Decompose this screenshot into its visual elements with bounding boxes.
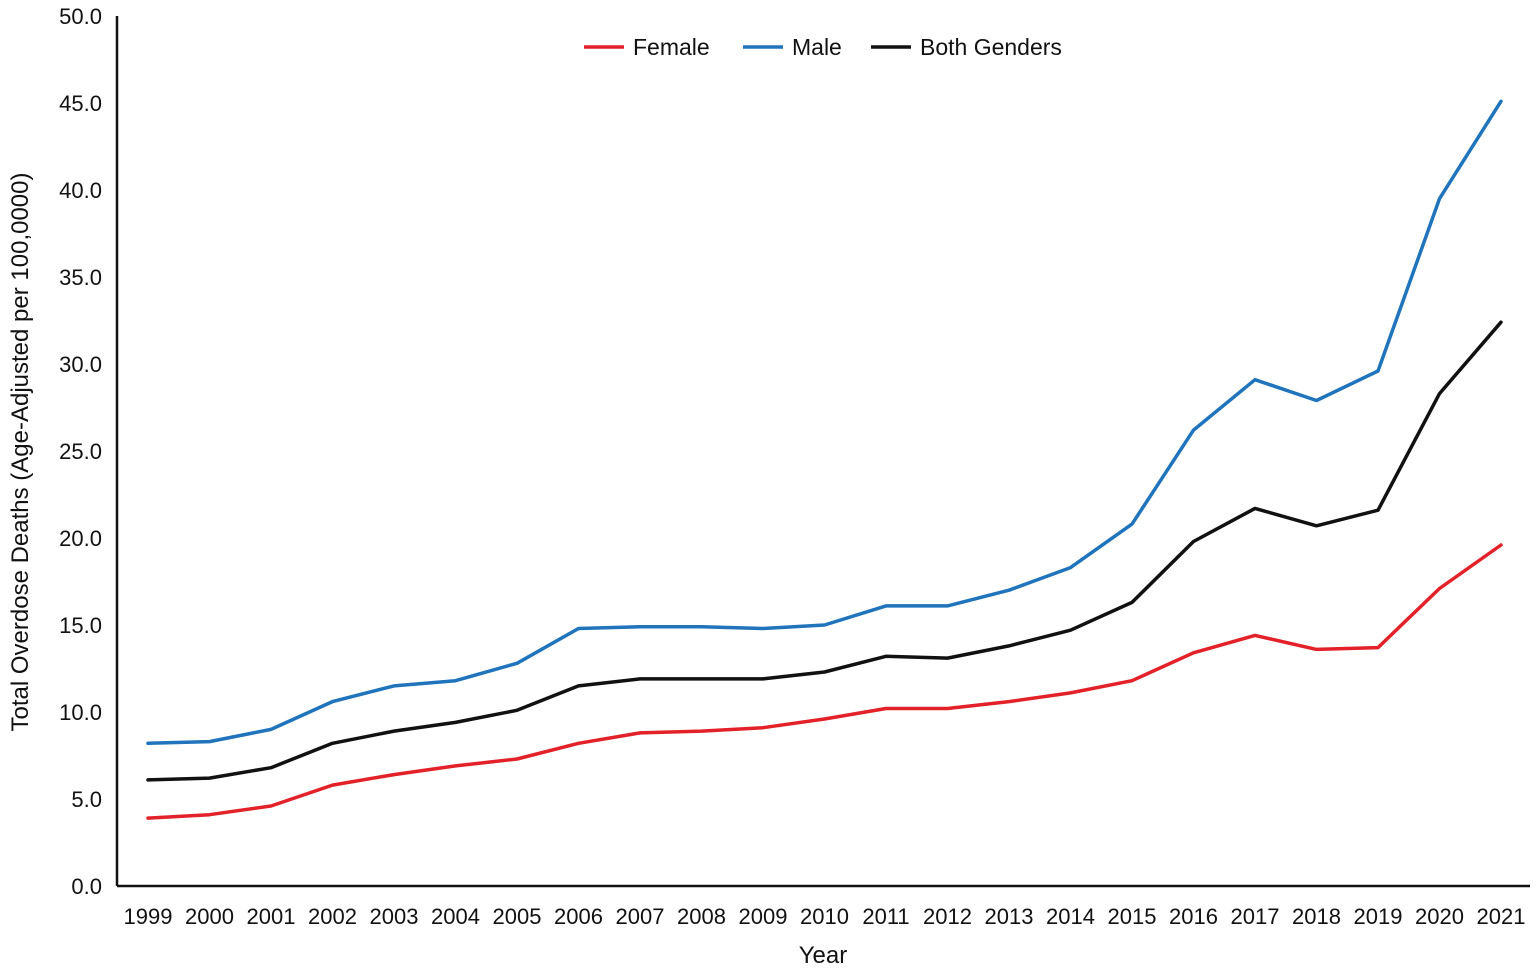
x-tick-label: 2002 — [308, 904, 357, 929]
x-tick-label: 2005 — [493, 904, 542, 929]
legend-label: Male — [792, 34, 842, 60]
x-tick-label: 2000 — [185, 904, 234, 929]
y-tick-label: 0.0 — [71, 874, 102, 899]
x-tick-label: 2015 — [1108, 904, 1157, 929]
y-tick-label: 5.0 — [71, 787, 102, 812]
x-tick-label: 2021 — [1477, 904, 1526, 929]
y-tick-label: 15.0 — [59, 613, 102, 638]
y-tick-label: 10.0 — [59, 700, 102, 725]
y-tick-label: 20.0 — [59, 526, 102, 551]
y-tick-label: 25.0 — [59, 439, 102, 464]
x-tick-label: 2014 — [1046, 904, 1095, 929]
x-tick-label: 2010 — [800, 904, 849, 929]
series-line-both-genders — [146, 320, 1503, 782]
y-tick-label: 40.0 — [59, 178, 102, 203]
y-tick-label: 35.0 — [59, 265, 102, 290]
x-tick-label: 2006 — [554, 904, 603, 929]
x-tick-label: 2008 — [677, 904, 726, 929]
x-axis-title: Year — [799, 942, 848, 969]
legend-item-male: Male — [743, 34, 842, 60]
x-tick-label: 2012 — [923, 904, 972, 929]
legend-label: Both Genders — [920, 34, 1062, 60]
legend-label: Female — [633, 34, 710, 60]
x-tick-label: 2020 — [1415, 904, 1464, 929]
x-tick-label: 2004 — [431, 904, 480, 929]
x-tick-label: 2013 — [985, 904, 1034, 929]
series-lines — [146, 99, 1503, 820]
x-tick-label: 2009 — [739, 904, 788, 929]
x-tick-label: 2007 — [616, 904, 665, 929]
x-tick-label: 2011 — [862, 904, 909, 929]
x-tick-label: 2001 — [247, 904, 296, 929]
y-axis-ticks: 0.0 5.0 10.0 15.0 20.0 25.0 30.0 35.0 40.0 45.0 50… — [59, 4, 102, 899]
x-tick-label: 2016 — [1169, 904, 1218, 929]
y-tick-label: 45.0 — [59, 91, 102, 116]
x-tick-label: 1999 — [124, 904, 173, 929]
x-tick-label: 2003 — [370, 904, 419, 929]
x-tick-label: 2019 — [1354, 904, 1403, 929]
legend-item-both-genders: Both Genders — [871, 34, 1062, 60]
series-line-male — [146, 99, 1503, 746]
y-tick-label: 50.0 — [59, 4, 102, 29]
legend: Female Male Both Genders — [584, 34, 1062, 60]
legend-item-female: Female — [584, 34, 710, 60]
x-tick-label: 2017 — [1231, 904, 1280, 929]
y-tick-label: 30.0 — [59, 352, 102, 377]
x-axis-ticks: 1999 2000 2001 2002 2003 2004 2005 2006 2007 2008… — [124, 904, 1526, 929]
x-tick-label: 2018 — [1292, 904, 1341, 929]
series-line-female — [146, 543, 1503, 820]
y-axis-title: Total Overdose Deaths (Age-Adjusted per … — [7, 173, 34, 732]
